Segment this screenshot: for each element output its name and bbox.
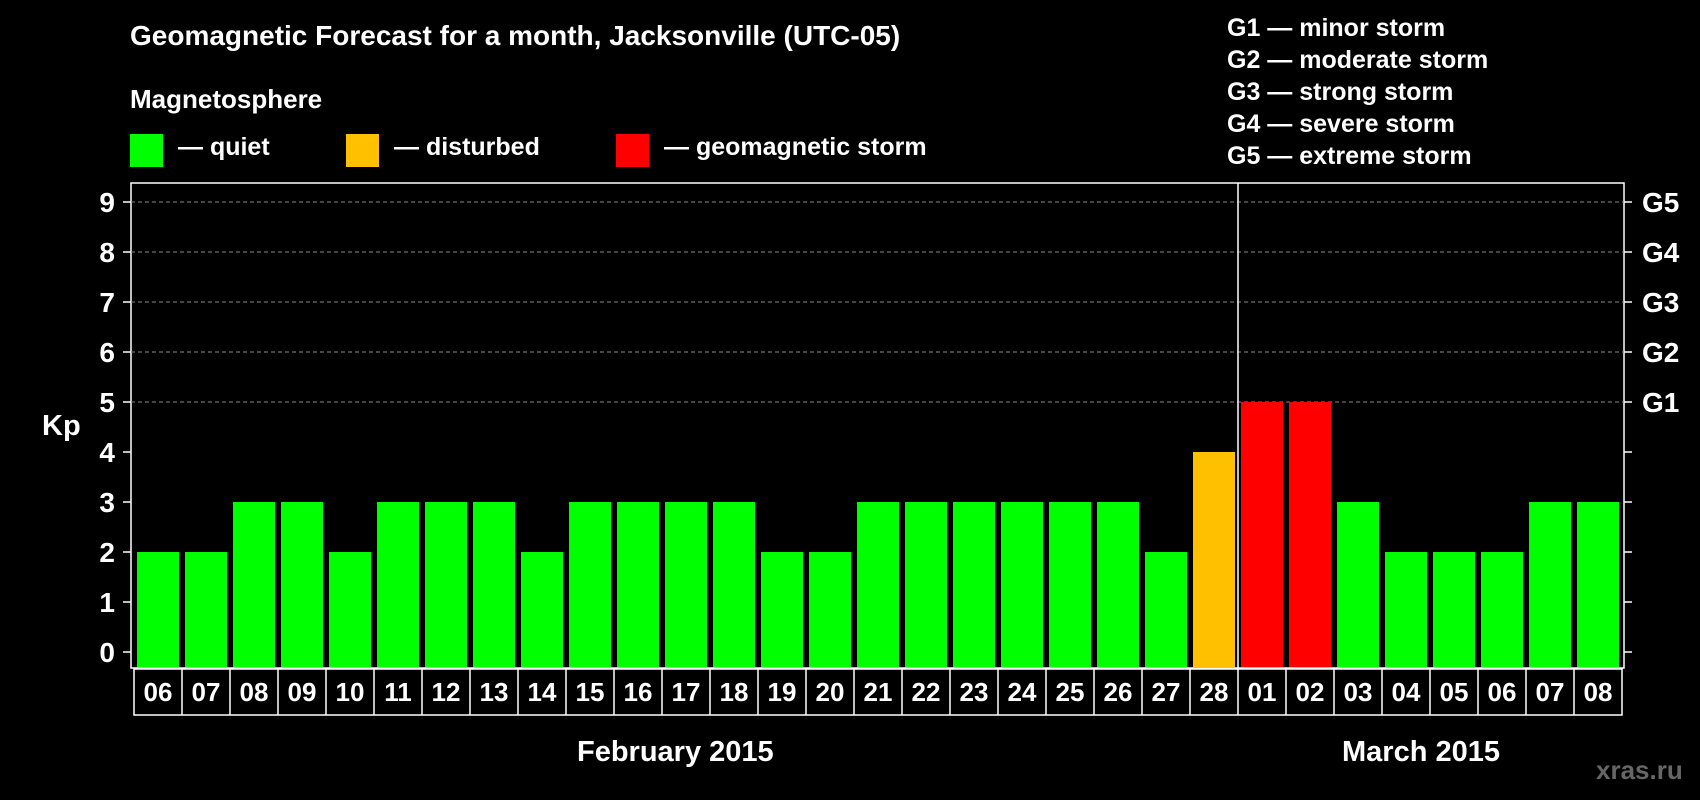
y-tick-label: 4 [99, 437, 115, 468]
magnetosphere-label: Magnetosphere [130, 84, 323, 114]
x-tick-label: 02 [1296, 677, 1325, 707]
month-label-march: March 2015 [1342, 736, 1500, 768]
x-tick-label: 13 [480, 677, 509, 707]
y-tick-label: 5 [99, 387, 115, 418]
bar-8 [473, 502, 515, 667]
x-tick-label: 06 [144, 677, 173, 707]
bar-15 [809, 552, 851, 667]
x-tick-label: 22 [912, 677, 941, 707]
bar-21 [1097, 502, 1139, 667]
x-tick-label: 19 [768, 677, 797, 707]
g1-legend: G1 — minor storm [1227, 14, 1446, 42]
bar-4 [281, 502, 323, 667]
x-tick-label: 07 [1536, 677, 1565, 707]
g5-legend: G5 — extreme storm [1227, 142, 1472, 170]
y-tick-label: 0 [99, 637, 115, 668]
bar-18 [953, 502, 995, 667]
y-tick-label: 2 [99, 537, 115, 568]
bar-6 [377, 502, 419, 667]
right-axis-label-g4: G4 [1642, 237, 1680, 268]
x-tick-label: 07 [192, 677, 221, 707]
bar-13 [713, 502, 755, 667]
chart-title: Geomagnetic Forecast for a month, Jackso… [130, 20, 901, 51]
g4-legend: G4 — severe storm [1227, 110, 1455, 138]
x-tick-label: 14 [528, 677, 557, 707]
legend-disturbed-swatch [346, 134, 379, 167]
month-label-february: February 2015 [577, 736, 774, 768]
bar-31 [1577, 502, 1619, 667]
x-tick-label: 08 [1584, 677, 1613, 707]
bar-16 [857, 502, 899, 667]
bar-25 [1289, 402, 1331, 667]
y-tick-label: 8 [99, 237, 115, 268]
bar-19 [1001, 502, 1043, 667]
y-axis-label: Kp [42, 410, 81, 442]
x-tick-label: 11 [384, 677, 412, 707]
legend-quiet-swatch [130, 134, 163, 167]
x-tick-label: 18 [720, 677, 749, 707]
y-tick-label: 6 [99, 337, 115, 368]
x-tick-label: 09 [288, 677, 317, 707]
x-tick-label: 03 [1344, 677, 1373, 707]
y-tick-label: 3 [99, 487, 115, 518]
bar-14 [761, 552, 803, 667]
bar-28 [1433, 552, 1475, 667]
x-tick-label: 12 [432, 677, 461, 707]
x-tick-label: 17 [672, 677, 701, 707]
x-tick-label: 21 [864, 677, 893, 707]
bar-5 [329, 552, 371, 667]
x-tick-label: 08 [240, 677, 269, 707]
bar-27 [1385, 552, 1427, 667]
x-tick-label: 01 [1248, 677, 1277, 707]
legend-storm-swatch [616, 134, 649, 167]
bar-9 [521, 552, 563, 667]
bar-23 [1193, 452, 1235, 667]
bar-11 [617, 502, 659, 667]
bar-22 [1145, 552, 1187, 667]
g2-legend: G2 — moderate storm [1227, 46, 1489, 74]
x-tick-label: 10 [336, 677, 365, 707]
bar-26 [1337, 502, 1379, 667]
y-tick-label: 7 [99, 287, 115, 318]
watermark: xras.ru [1596, 755, 1683, 785]
x-tick-label: 25 [1056, 677, 1085, 707]
bar-3 [233, 502, 275, 667]
bar-20 [1049, 502, 1091, 667]
right-axis-label-g3: G3 [1642, 287, 1679, 318]
x-tick-label: 24 [1008, 677, 1037, 707]
bar-10 [569, 502, 611, 667]
y-tick-label: 9 [99, 187, 115, 218]
bar-2 [185, 552, 227, 667]
right-axis-label-g5: G5 [1642, 187, 1679, 218]
x-tick-label: 28 [1200, 677, 1229, 707]
date-label-box [133, 668, 1623, 716]
x-tick-label: 15 [576, 677, 605, 707]
bar-30 [1529, 502, 1571, 667]
y-tick-label: 1 [99, 587, 115, 618]
x-tick-label: 06 [1488, 677, 1517, 707]
x-tick-label: 26 [1104, 677, 1133, 707]
plot-frame [130, 182, 1625, 669]
x-tick-label: 05 [1440, 677, 1469, 707]
x-tick-label: 23 [960, 677, 989, 707]
legend-disturbed-label: — disturbed [394, 133, 540, 161]
bar-12 [665, 502, 707, 667]
bar-29 [1481, 552, 1523, 667]
bar-7 [425, 502, 467, 667]
x-tick-label: 20 [816, 677, 845, 707]
x-tick-label: 16 [624, 677, 653, 707]
g3-legend: G3 — strong storm [1227, 78, 1454, 106]
right-axis-label-g2: G2 [1642, 337, 1679, 368]
bar-17 [905, 502, 947, 667]
legend-storm-label: — geomagnetic storm [664, 133, 927, 161]
right-axis-label-g1: G1 [1642, 387, 1679, 418]
legend-quiet-label: — quiet [178, 133, 270, 161]
x-tick-label: 04 [1392, 677, 1421, 707]
x-tick-label: 27 [1152, 677, 1181, 707]
bar-24 [1241, 402, 1283, 667]
bar-1 [137, 552, 179, 667]
